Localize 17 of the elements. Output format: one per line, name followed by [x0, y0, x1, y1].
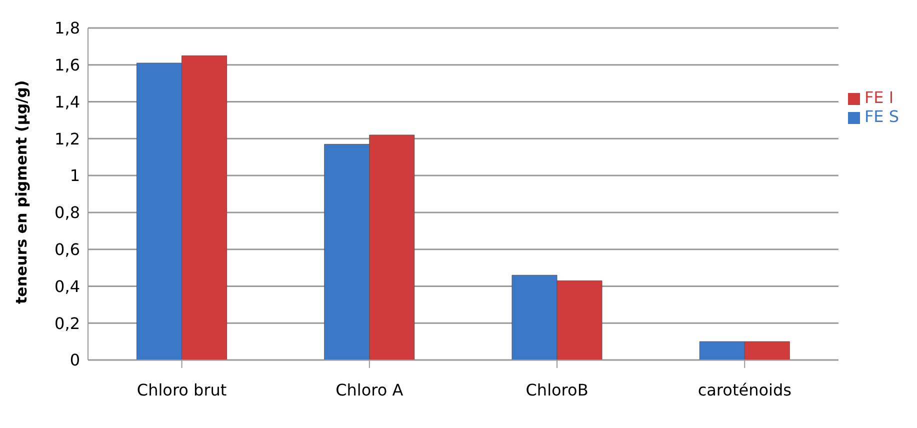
y-axis-title: teneurs en pigment (µg/g) [12, 80, 30, 304]
x-tick-label: caroténoids [698, 380, 792, 400]
y-tick-label: 1,6 [54, 56, 80, 75]
y-tick-label: 1 [70, 166, 80, 186]
x-tick-label: ChloroB [526, 380, 588, 400]
y-tick-label: 1,4 [54, 92, 80, 112]
legend-label: FE I [864, 88, 894, 107]
y-tick-label: 1,2 [54, 129, 80, 148]
y-tick-label: 1,8 [54, 18, 80, 38]
x-tick-label: Chloro brut [136, 380, 227, 400]
y-tick-label: 0 [70, 350, 80, 370]
y-tick-label: 0,6 [54, 240, 80, 260]
x-tick-label: Chloro A [336, 380, 404, 400]
y-tick-label: 0,4 [54, 276, 80, 296]
y-tick-label: 0,2 [54, 314, 80, 333]
legend-label: FE S [864, 107, 899, 126]
y-tick-label: 0,8 [54, 203, 80, 222]
